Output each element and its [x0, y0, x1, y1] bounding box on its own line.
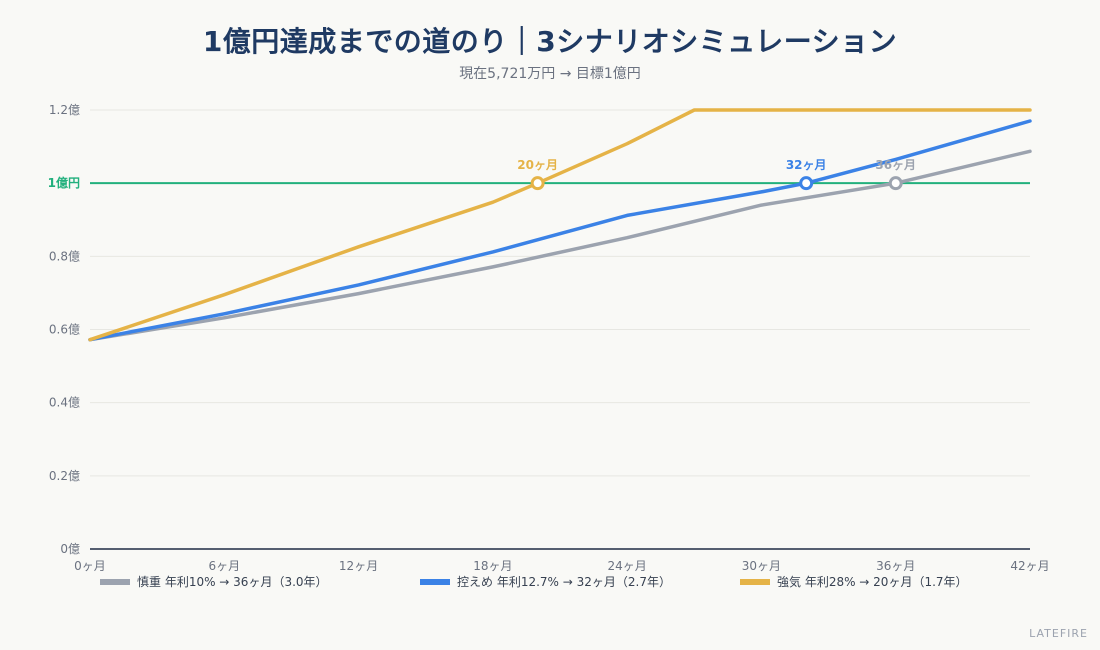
x-tick-label: 36ヶ月	[876, 559, 915, 573]
x-tick-label: 42ヶ月	[1010, 559, 1049, 573]
legend: 慎重 年利10% → 36ヶ月（3.0年） 控えめ 年利12.7% → 32ヶ月（…	[100, 574, 968, 589]
chart-title: 1億円達成までの道のり｜3シナリオシミュレーション	[202, 25, 898, 58]
legend-swatch	[100, 579, 130, 585]
x-tick-label: 12ヶ月	[339, 559, 378, 573]
chart-subtitle: 現在5,721万円 → 目標1億円	[459, 66, 641, 82]
milestone-markers: 36ヶ月 32ヶ月 20ヶ月	[517, 158, 916, 191]
y-tick-label: 1.2億	[49, 103, 80, 117]
grid-lines	[90, 109, 1030, 477]
x-tick-label: 0ヶ月	[74, 559, 106, 573]
series-line	[88, 149, 1032, 342]
target-label: 1億円	[48, 175, 80, 190]
legend-label: 強気 年利28% → 20ヶ月（1.7年）	[777, 574, 968, 589]
milestone-point	[888, 176, 903, 191]
legend-label: 慎重 年利10% → 36ヶ月（3.0年）	[137, 575, 328, 589]
x-tick-label: 30ヶ月	[742, 559, 781, 573]
milestone-label: 20ヶ月	[517, 158, 558, 172]
y-tick-label: 0.8億	[49, 249, 80, 263]
brand-watermark: LATEFIRE	[1029, 627, 1088, 640]
legend-swatch	[420, 579, 450, 585]
milestone-point	[530, 176, 545, 191]
y-tick-label: 0億	[60, 542, 80, 556]
milestone-label: 32ヶ月	[786, 158, 827, 172]
y-tick-label: 0.4億	[49, 396, 80, 410]
series-line	[88, 119, 1032, 342]
legend-label: 控えめ 年利12.7% → 32ヶ月（2.7年）	[457, 575, 671, 589]
x-tick-label: 24ヶ月	[608, 559, 647, 573]
target-line-group: 1億円	[48, 175, 1030, 190]
x-tick-label: 18ヶ月	[473, 559, 512, 573]
series-lines	[88, 108, 1032, 342]
y-tick-label: 0.6億	[49, 323, 80, 337]
y-tick-label: 0.2億	[49, 469, 80, 483]
series-line	[88, 108, 1032, 342]
x-tick-label: 6ヶ月	[208, 559, 240, 573]
milestone-point	[799, 176, 814, 191]
axes: 0億 0.2億 0.4億 0.6億 0.8億 1.2億 0ヶ月 6ヶ月 12ヶ月 18ヶ月 24ヶ月…	[49, 103, 1050, 573]
legend-swatch	[740, 579, 770, 585]
milestone-label: 36ヶ月	[875, 158, 916, 172]
